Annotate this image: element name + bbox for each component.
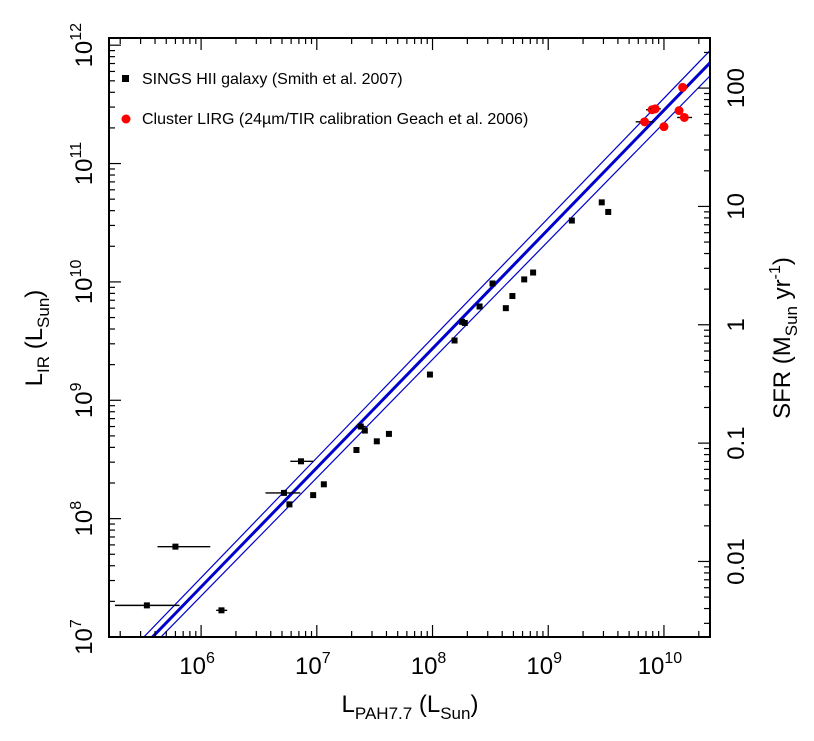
y2-tick-label: 100 [723,68,750,108]
lower-bound-line [160,75,710,637]
y-tick-label: 109 [68,382,98,418]
y-tick-label: 1012 [68,23,98,68]
lirg-data-point [640,117,650,127]
sings-data-point [353,447,360,454]
sings-data-point [598,199,605,206]
sings-data-point [568,217,575,224]
legend-label-sings: SINGS HII galaxy (Smith et al. 2007) [142,71,403,88]
legend-marker-sings [122,75,129,82]
sings-data-point [476,303,483,310]
y-axis-label: LIR (LSun) [21,290,53,387]
sings-data-point [530,269,537,276]
sings-data-point [461,319,468,326]
lirg-data-point [678,82,688,92]
sings-data-point [280,489,287,496]
sings-data-point [489,280,496,287]
fit-lines [143,50,710,637]
y2-tick-label: 0.01 [723,538,750,585]
sings-data-point [373,438,380,445]
x-tick-label: 106 [179,650,215,680]
sings-data-point [286,501,293,508]
sings-data-point [357,423,364,430]
x-axis-label: LPAH7.7 (LSun) [342,691,479,723]
sings-data-point [509,293,516,300]
upper-bound-line [143,50,710,637]
lirg-data-point [659,122,669,132]
sings-data-point [310,492,317,499]
x-tick-label: 109 [526,650,562,680]
sings-data-point [605,208,612,215]
sings-data-point [172,543,179,550]
sings-data-point [451,337,458,344]
sings-data-point [385,430,392,437]
y2-axis-label: SFR (MSun yr-1) [767,257,801,419]
y-tick-label: 1010 [68,260,98,305]
y-tick-label: 1011 [68,142,98,185]
best-fit-line [151,61,710,637]
legend-marker-lirg [121,114,131,124]
y2-tick-label: 0.1 [723,426,750,459]
y-tick-label: 108 [68,501,98,537]
sings-data-point [502,305,509,312]
x-axis-ticks: 106 107 108 109 1010 [119,38,700,680]
legend-label-lirg: Cluster LIRG (24µm/TIR calibration Geach… [142,111,528,128]
y2-axis-ticks: 0.01 0.1 1 10 100 [698,51,750,624]
sings-data-point [521,276,528,283]
lirg-data-point [674,106,684,116]
sings-data-point [297,458,304,465]
sings-data-point [426,371,433,378]
sings-data-point [320,481,327,488]
x-tick-label: 1010 [638,650,683,680]
x-tick-label: 107 [295,650,331,680]
lirg-data-point [650,104,660,114]
legend: SINGS HII galaxy (Smith et al. 2007) Clu… [121,71,528,128]
sings-data-point [218,607,225,614]
y2-tick-label: 1 [723,318,750,331]
sings-data-point [361,427,368,434]
lirg-data-point [679,112,689,122]
data-points [114,82,693,614]
x-tick-label: 108 [411,650,447,680]
y-tick-label: 107 [68,619,98,655]
y2-tick-label: 10 [723,193,750,220]
sings-data-point [143,602,150,609]
y-axis-ticks: 107 108 109 1010 1011 1012 [68,23,121,655]
plot-frame [108,37,711,638]
